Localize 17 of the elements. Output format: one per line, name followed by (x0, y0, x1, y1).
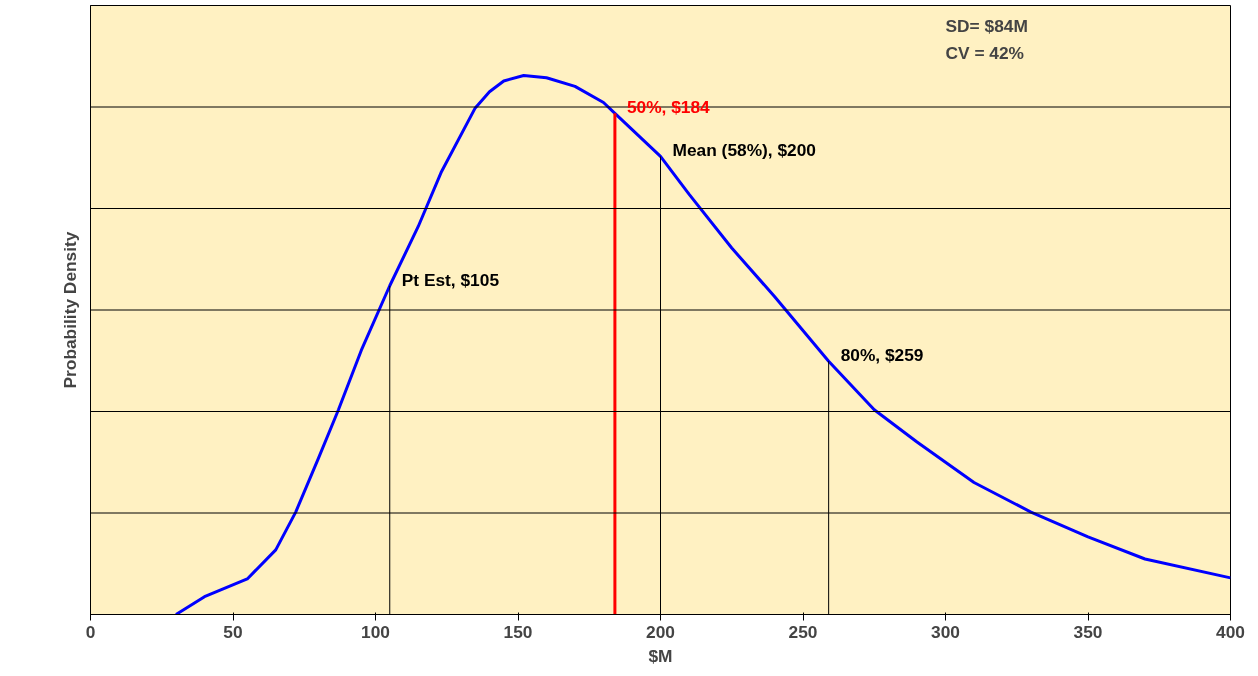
x-tick-label: 300 (931, 621, 960, 642)
x-tick-label: 200 (646, 621, 675, 642)
x-tick-label: 400 (1216, 621, 1245, 642)
x-tick-label: 50 (223, 621, 243, 642)
x-tick-label: 150 (503, 621, 533, 642)
ref-line-label: Pt Est, $105 (401, 269, 500, 290)
text: CV = 42% (945, 43, 1025, 64)
x-tick-label: 350 (1073, 621, 1103, 642)
ref-line-label: 80%, $259 (840, 345, 924, 366)
ref-line-label: Mean (58%), $200 (672, 140, 817, 161)
text: SD= $84M (945, 15, 1028, 36)
x-tick-label: 0 (85, 621, 96, 642)
x-tick-label: 250 (788, 621, 818, 642)
x-tick-label: 100 (361, 621, 390, 642)
y-axis-title: Probability Density (59, 231, 80, 389)
x-axis-title: $M (648, 645, 673, 666)
ref-line-label: 50%, $184 (626, 97, 711, 118)
